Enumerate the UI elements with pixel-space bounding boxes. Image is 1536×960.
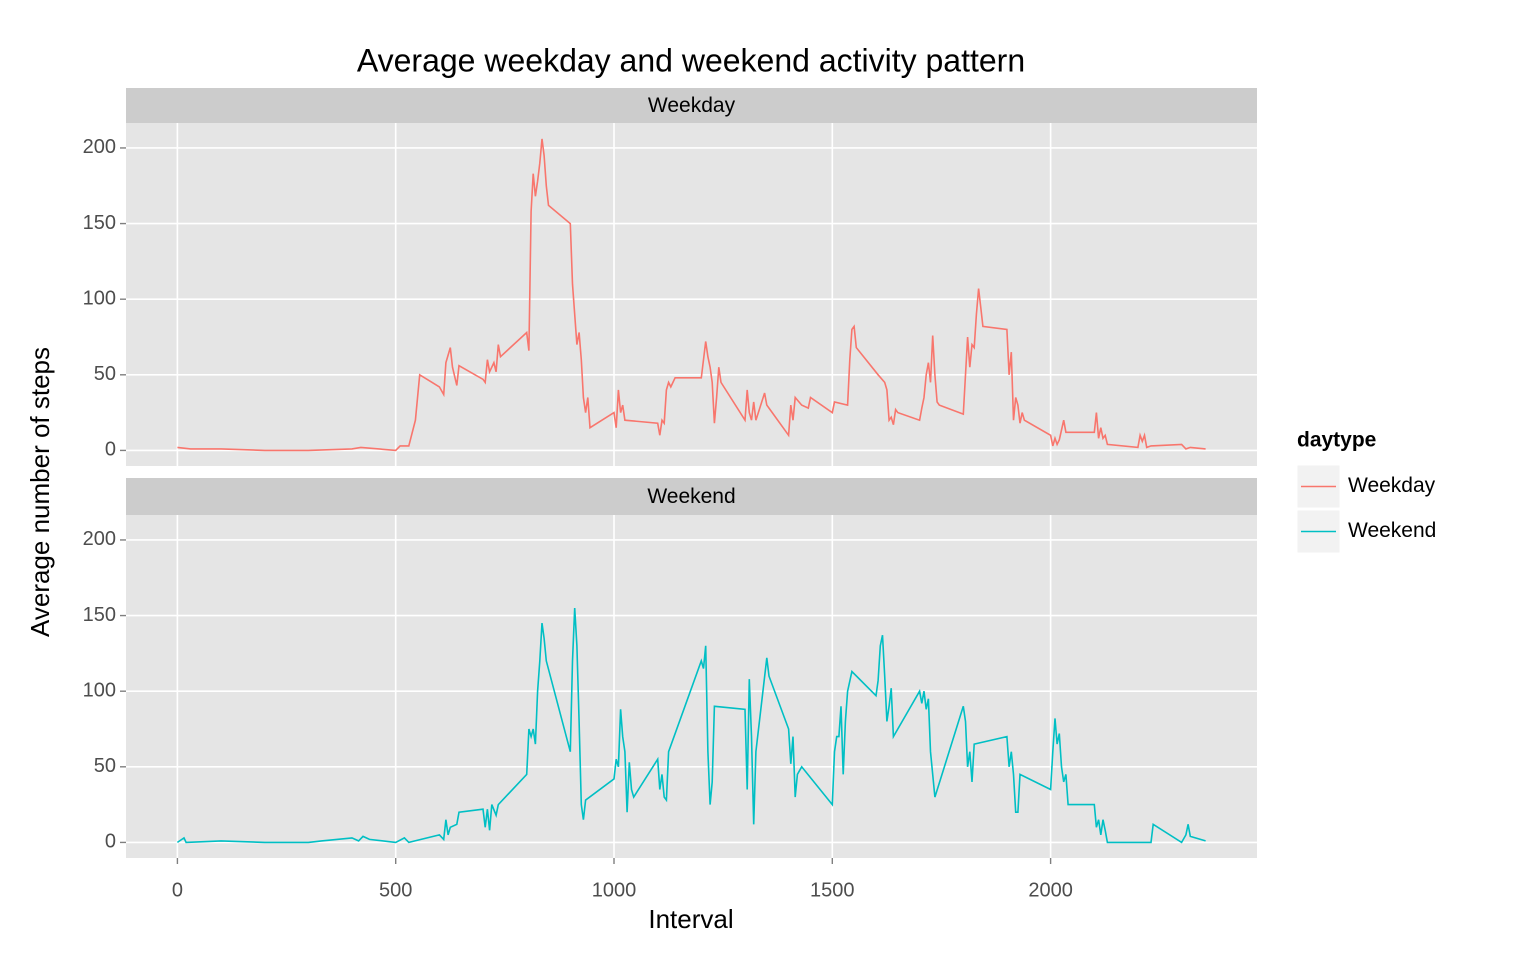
- strip: [126, 88, 1257, 123]
- y-tick-label: 50: [94, 363, 116, 385]
- legend-title: daytype: [1297, 429, 1376, 452]
- y-tick-label: 0: [105, 439, 116, 461]
- y-tick-label: 50: [94, 755, 116, 777]
- y-tick-label: 200: [83, 528, 116, 550]
- strip-label: Weekday: [648, 94, 736, 117]
- y-tick-label: 100: [83, 679, 116, 701]
- y-tick-label: 0: [105, 831, 116, 853]
- y-tick-label: 200: [83, 136, 116, 158]
- strip-label: Weekend: [647, 485, 735, 508]
- series-line: [176, 607, 1206, 844]
- strip: [126, 478, 1257, 515]
- y-axis-label: Average number of steps: [25, 347, 55, 637]
- x-tick-label: 0: [172, 879, 183, 901]
- x-tick-label: 500: [379, 879, 412, 901]
- panel: [126, 123, 1257, 466]
- y-tick-label: 150: [83, 212, 116, 234]
- y-tick-label: 100: [83, 287, 116, 309]
- chart-title: Average weekday and weekend activity pat…: [357, 42, 1025, 78]
- legend-label: Weekend: [1348, 519, 1436, 542]
- y-tick-label: 150: [83, 604, 116, 626]
- series-line: [177, 138, 1206, 452]
- x-tick-label: 1000: [592, 879, 637, 901]
- legend-label: Weekday: [1348, 474, 1436, 497]
- x-axis-label: Interval: [648, 904, 733, 934]
- x-tick-label: 1500: [810, 879, 855, 901]
- x-tick-label: 2000: [1028, 879, 1073, 901]
